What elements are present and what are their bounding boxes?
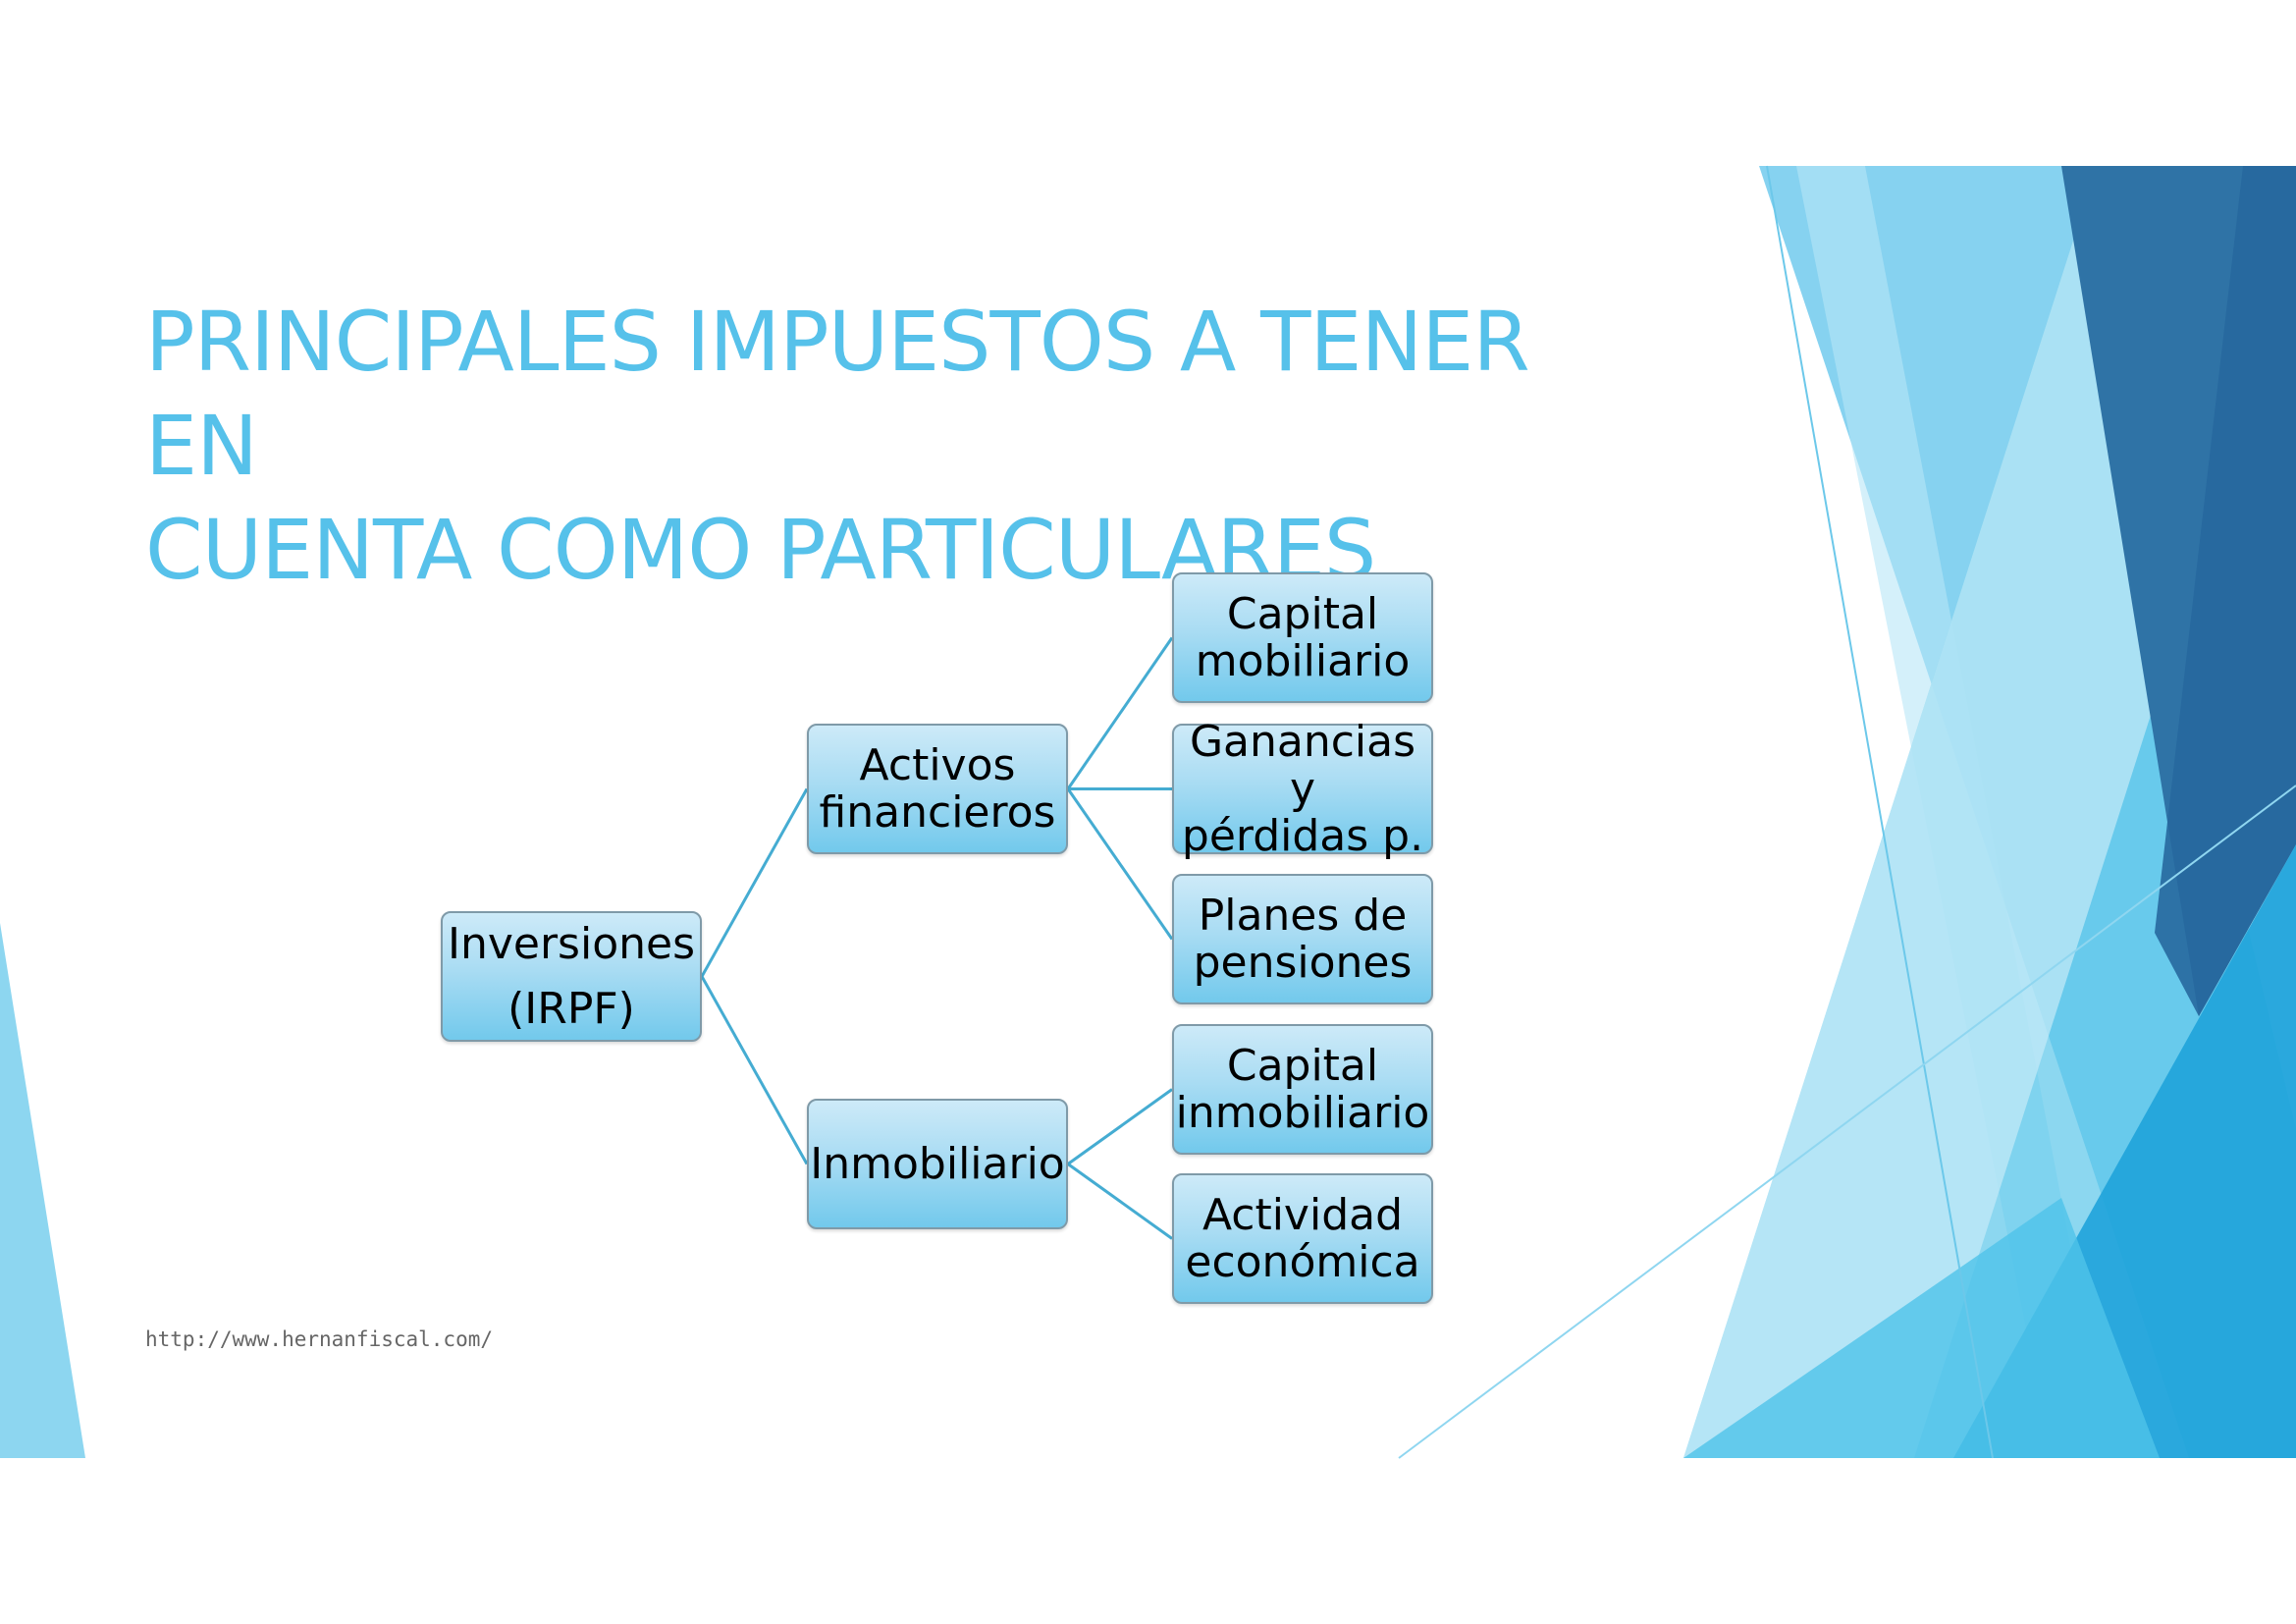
node-planes-pensiones: Planes de pensiones [1172, 874, 1433, 1004]
node-capital-mobiliario: Capital mobiliario [1172, 572, 1433, 703]
node-label: Capital mobiliario [1195, 588, 1411, 686]
deco-darker-panel [2155, 166, 2296, 1016]
node-capital-inmobiliario: Capital inmobiliario [1172, 1024, 1433, 1155]
footer-url: http://www.hernanfiscal.com/ [145, 1327, 494, 1351]
node-label: Capital inmobiliario [1175, 1040, 1430, 1138]
connector-line [700, 787, 809, 978]
node-actividad-economica: Actividad económica [1172, 1173, 1433, 1304]
slide-title: PRINCIPALES IMPUESTOS A TENER EN CUENTA … [145, 290, 1618, 602]
node-label: Planes de pensiones [1193, 890, 1413, 988]
deco-pale-triangle [1683, 216, 2160, 1458]
deco-thin-line [1398, 785, 2296, 1459]
deco-left-sliver [0, 923, 85, 1458]
node-ganancias-perdidas: Ganancias y pérdidas p. [1172, 718, 1433, 859]
node-label: Ganancias y pérdidas p. [1181, 716, 1424, 861]
node-label: Inmobiliario [810, 1138, 1065, 1189]
node-inmobiliario: Inmobiliario [807, 1099, 1068, 1229]
node-root: Inversiones (IRPF) [441, 911, 702, 1042]
connector-line [1066, 636, 1174, 790]
connector-line [1066, 787, 1174, 941]
node-activos-financieros: Activos financieros [807, 724, 1068, 854]
connector-line [1067, 1088, 1173, 1165]
connector-line [700, 975, 809, 1165]
title-line-1: PRINCIPALES IMPUESTOS A TENER EN [145, 294, 1530, 494]
connector-line [1067, 1163, 1173, 1240]
node-label: Actividad económica [1185, 1189, 1420, 1287]
deco-bottom-cyan [1683, 1198, 2160, 1458]
node-label: Activos financieros [819, 739, 1056, 838]
node-label: Inversiones (IRPF) [447, 918, 695, 1034]
connectors [700, 636, 1174, 1240]
deco-thin-line [1766, 165, 1994, 1459]
title-line-2: CUENTA COMO PARTICULARES [145, 502, 1376, 598]
